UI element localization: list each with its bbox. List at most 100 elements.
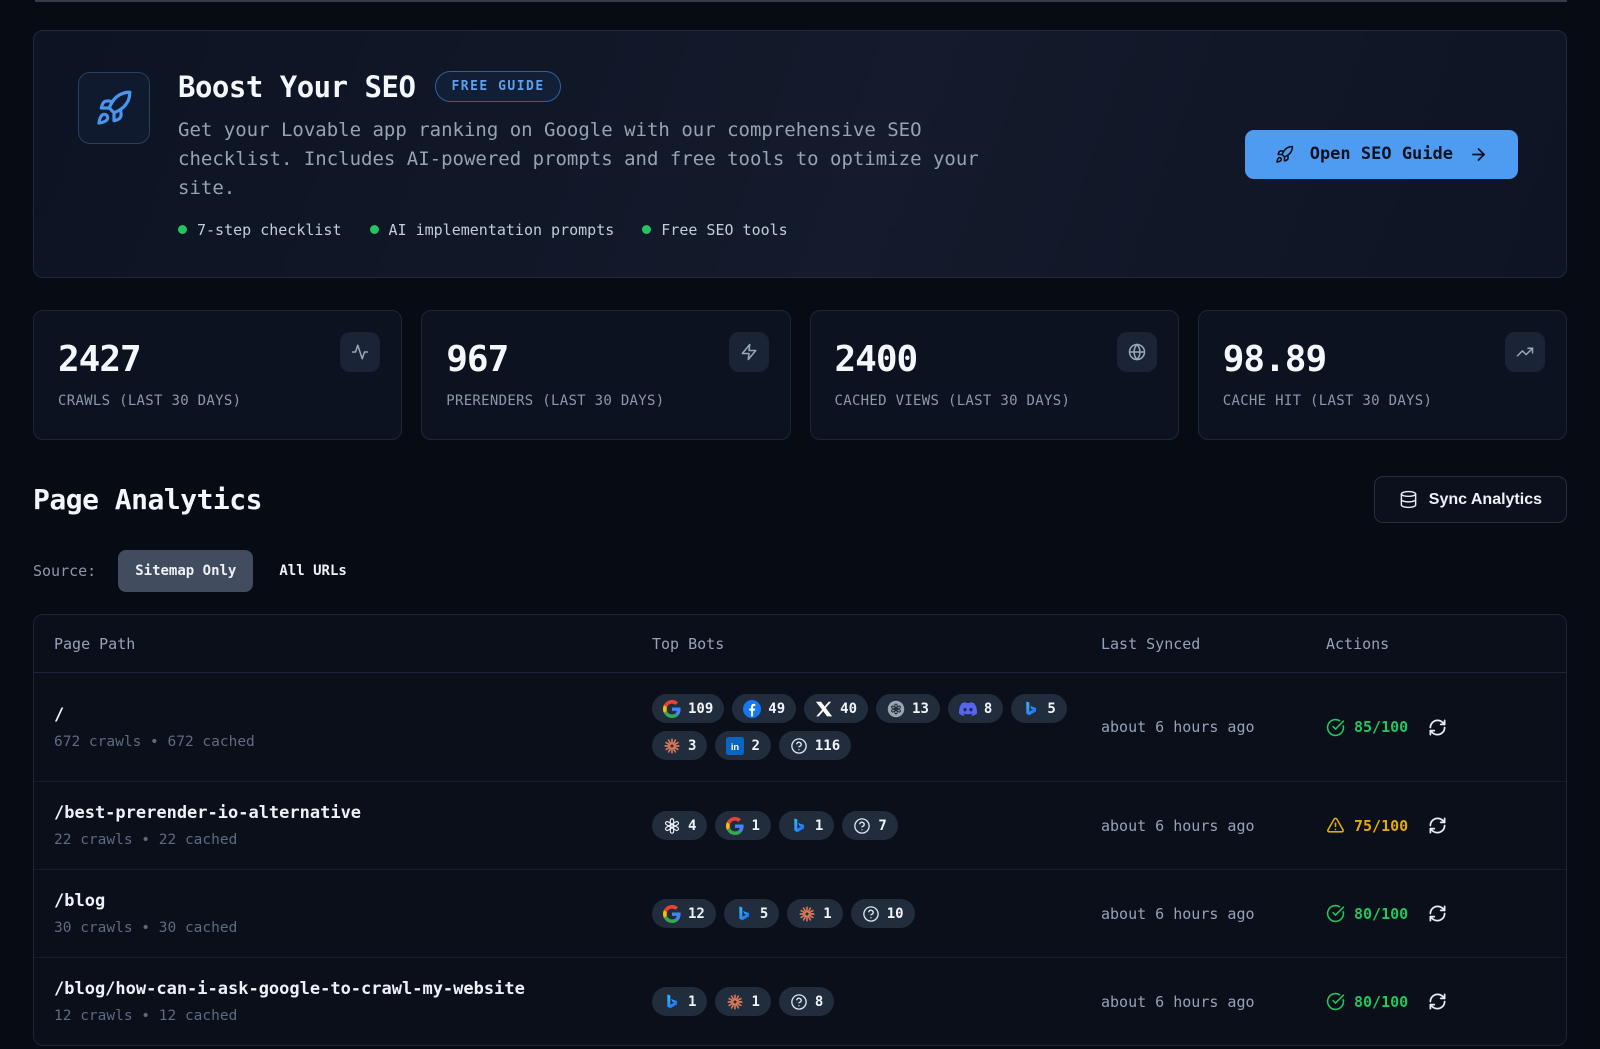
score-value: 80/100 xyxy=(1354,904,1409,923)
feature-label: 7-step checklist xyxy=(197,220,342,239)
bot-badge: 40 xyxy=(804,694,869,723)
unknown-bot-icon xyxy=(853,817,871,835)
feature-item: Free SEO tools xyxy=(642,220,788,239)
openai-icon xyxy=(663,817,681,835)
source-label: Source: xyxy=(33,562,97,580)
crawl-meta: 672 crawls • 672 cached xyxy=(54,733,255,750)
bot-badge: 5 xyxy=(1011,694,1067,723)
stat-label: PRERENDERS (LAST 30 DAYS) xyxy=(446,393,665,409)
column-header: Actions xyxy=(1326,634,1390,653)
last-synced: about 6 hours ago xyxy=(1101,816,1255,835)
bot-count: 1 xyxy=(688,993,697,1010)
refresh-icon xyxy=(1428,992,1447,1011)
bot-count: 3 xyxy=(688,737,697,754)
bot-badge: 116 xyxy=(778,731,852,760)
bing-icon xyxy=(1022,700,1040,718)
stat-value: 2400 xyxy=(834,339,919,380)
rocket-icon xyxy=(95,89,133,127)
zap-icon xyxy=(740,343,758,361)
bing-icon xyxy=(790,817,808,835)
bot-badge: 109 xyxy=(652,694,725,723)
feature-item: 7-step checklist xyxy=(178,221,342,239)
stat-icon-box xyxy=(1505,332,1545,372)
page-analytics-title: Page Analytics xyxy=(33,483,263,516)
refresh-icon xyxy=(1428,816,1447,835)
top-divider xyxy=(35,0,1567,2)
crawl-meta: 22 crawls • 22 cached xyxy=(54,832,238,848)
stat-value: 2427 xyxy=(58,339,142,380)
bing-icon xyxy=(735,905,753,923)
open-seo-guide-button[interactable]: Open SEO Guide xyxy=(1244,129,1518,179)
bot-count: 49 xyxy=(768,700,786,717)
bot-badge: 1 xyxy=(715,987,771,1016)
x-icon xyxy=(815,700,833,718)
page-path: /best-prerender-io-alternative xyxy=(54,803,362,823)
check-circle-icon xyxy=(1326,904,1345,923)
source-option-sitemap-only[interactable]: Sitemap Only xyxy=(118,550,254,592)
refresh-button[interactable] xyxy=(1428,718,1447,737)
unknown-bot-icon xyxy=(790,993,808,1011)
seo-score: 75/100 xyxy=(1326,816,1408,835)
stat-card: 2400 CACHED VIEWS (LAST 30 DAYS) xyxy=(809,310,1179,440)
bot-count: 116 xyxy=(814,737,841,754)
refresh-icon xyxy=(1428,904,1447,923)
rocket-icon xyxy=(1275,145,1294,164)
free-guide-badge: FREE GUIDE xyxy=(435,71,561,102)
banner-description: Get your Lovable app ranking on Google w… xyxy=(178,118,979,199)
bot-badge: 10 xyxy=(850,899,915,928)
database-icon xyxy=(1399,490,1418,509)
google-icon xyxy=(663,699,681,718)
top-bots-cell: 12 5 1 10 xyxy=(652,899,1092,928)
top-bots-cell: 4 1 1 7 xyxy=(652,811,1092,840)
table-header: Page Path Top Bots Last Synced Actions xyxy=(34,615,1566,673)
score-value: 80/100 xyxy=(1354,992,1409,1011)
bot-badge: 12 xyxy=(652,899,716,928)
linkedin-icon: in xyxy=(726,736,745,755)
feature-label: AI implementation prompts xyxy=(388,220,615,239)
refresh-button[interactable] xyxy=(1428,992,1447,1011)
arrow-right-icon xyxy=(1469,145,1488,164)
bot-count: 10 xyxy=(886,905,904,922)
column-header: Page Path xyxy=(54,634,136,653)
seo-score: 80/100 xyxy=(1326,904,1408,923)
bot-count: 1 xyxy=(814,817,824,834)
bot-badge: 1 xyxy=(715,811,771,840)
table-row: /blog 30 crawls • 30 cached 12 5 1 10 about 6 … xyxy=(34,869,1566,957)
bot-count: 8 xyxy=(983,700,993,717)
bot-count: 13 xyxy=(912,700,929,717)
stat-label: CACHE HIT (LAST 30 DAYS) xyxy=(1222,393,1433,409)
feature-label: Free SEO tools xyxy=(661,220,788,239)
source-option-all-urls[interactable]: All URLs xyxy=(273,550,352,592)
refresh-button[interactable] xyxy=(1428,816,1447,835)
bot-count: 7 xyxy=(878,817,887,834)
bot-badge: 1 xyxy=(787,899,843,928)
bot-count: 5 xyxy=(759,905,769,922)
bot-badge: 8 xyxy=(778,987,835,1016)
stat-label: CACHED VIEWS (LAST 30 DAYS) xyxy=(834,393,1071,409)
cta-label: Open SEO Guide xyxy=(1309,144,1453,164)
google-icon xyxy=(726,816,745,835)
refresh-button[interactable] xyxy=(1428,904,1447,923)
score-value: 85/100 xyxy=(1354,718,1409,736)
sync-analytics-button[interactable]: Sync Analytics xyxy=(1373,476,1567,523)
green-dot-icon xyxy=(178,225,187,234)
unknown-bot-icon xyxy=(790,737,808,755)
activity-icon xyxy=(351,343,369,361)
stat-card: 98.89 CACHE HIT (LAST 30 DAYS) xyxy=(1197,310,1567,440)
green-dot-icon xyxy=(642,225,652,234)
bot-count: 2 xyxy=(751,737,760,754)
alert-triangle-icon xyxy=(1326,816,1345,835)
last-synced: about 6 hours ago xyxy=(1101,992,1255,1011)
banner-title: Boost Your SEO xyxy=(178,69,416,104)
page-analytics-table: Page Path Top Bots Last Synced Actions / 672… xyxy=(33,614,1567,1046)
stat-value: 98.89 xyxy=(1222,339,1327,380)
green-dot-icon xyxy=(369,225,379,234)
score-value: 75/100 xyxy=(1354,816,1409,835)
bot-badge: 1 xyxy=(652,987,708,1016)
bot-count: 40 xyxy=(840,700,858,717)
svg-text:in: in xyxy=(731,741,740,751)
bot-count: 12 xyxy=(688,905,705,922)
bot-badge: 7 xyxy=(842,811,898,840)
stat-card: 2427 CRAWLS (LAST 30 DAYS) xyxy=(33,310,403,440)
